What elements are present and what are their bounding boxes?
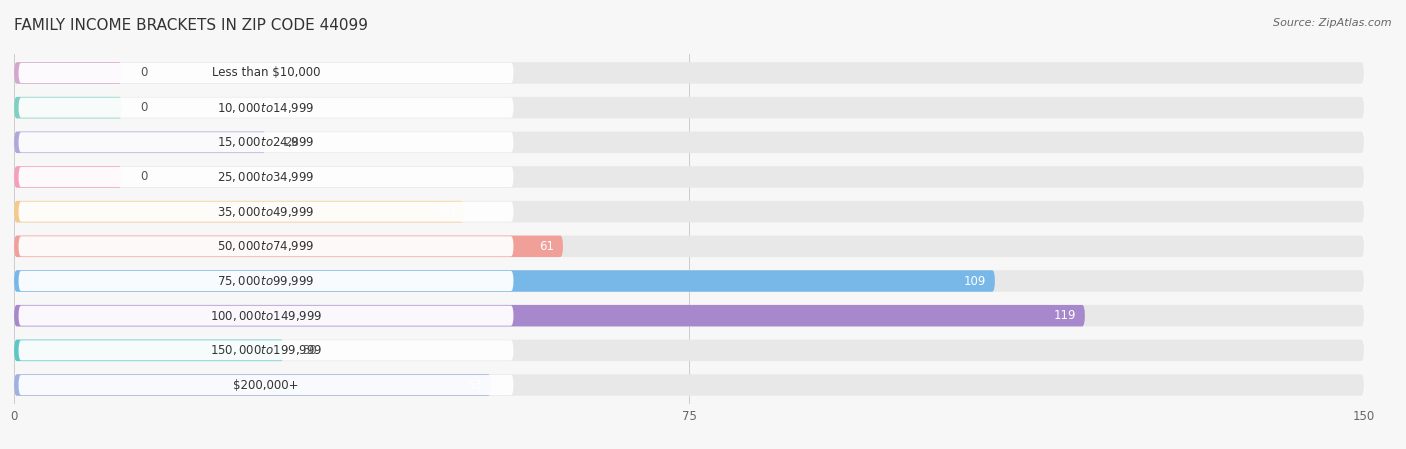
- FancyBboxPatch shape: [14, 62, 1364, 84]
- FancyBboxPatch shape: [18, 167, 513, 187]
- FancyBboxPatch shape: [14, 305, 1085, 326]
- Text: $200,000+: $200,000+: [233, 379, 298, 392]
- Text: FAMILY INCOME BRACKETS IN ZIP CODE 44099: FAMILY INCOME BRACKETS IN ZIP CODE 44099: [14, 18, 368, 33]
- Text: 0: 0: [141, 66, 148, 79]
- FancyBboxPatch shape: [14, 339, 1364, 361]
- FancyBboxPatch shape: [14, 305, 1364, 326]
- FancyBboxPatch shape: [18, 132, 513, 152]
- FancyBboxPatch shape: [14, 166, 122, 188]
- Text: $100,000 to $149,999: $100,000 to $149,999: [209, 308, 322, 323]
- Text: 30: 30: [302, 344, 316, 357]
- Text: Source: ZipAtlas.com: Source: ZipAtlas.com: [1274, 18, 1392, 28]
- FancyBboxPatch shape: [14, 270, 1364, 292]
- Text: $25,000 to $34,999: $25,000 to $34,999: [218, 170, 315, 184]
- Text: $35,000 to $49,999: $35,000 to $49,999: [218, 205, 315, 219]
- FancyBboxPatch shape: [14, 132, 1364, 153]
- FancyBboxPatch shape: [14, 236, 1364, 257]
- FancyBboxPatch shape: [18, 340, 513, 361]
- FancyBboxPatch shape: [18, 375, 513, 395]
- FancyBboxPatch shape: [18, 97, 513, 118]
- Text: 119: 119: [1053, 309, 1076, 322]
- FancyBboxPatch shape: [14, 236, 562, 257]
- FancyBboxPatch shape: [18, 271, 513, 291]
- Text: 109: 109: [963, 274, 986, 287]
- Text: 28: 28: [284, 136, 299, 149]
- Text: 50: 50: [440, 205, 456, 218]
- FancyBboxPatch shape: [18, 306, 513, 326]
- Text: 61: 61: [538, 240, 554, 253]
- FancyBboxPatch shape: [14, 374, 491, 396]
- FancyBboxPatch shape: [14, 97, 122, 119]
- FancyBboxPatch shape: [14, 62, 122, 84]
- Text: $10,000 to $14,999: $10,000 to $14,999: [218, 101, 315, 114]
- Text: $75,000 to $99,999: $75,000 to $99,999: [218, 274, 315, 288]
- FancyBboxPatch shape: [14, 132, 266, 153]
- FancyBboxPatch shape: [14, 201, 464, 222]
- Text: 0: 0: [141, 101, 148, 114]
- Text: 53: 53: [467, 379, 482, 392]
- FancyBboxPatch shape: [14, 166, 1364, 188]
- Text: $50,000 to $74,999: $50,000 to $74,999: [218, 239, 315, 253]
- FancyBboxPatch shape: [14, 201, 1364, 222]
- Text: $150,000 to $199,999: $150,000 to $199,999: [209, 343, 322, 357]
- FancyBboxPatch shape: [14, 97, 1364, 119]
- Text: 0: 0: [141, 171, 148, 184]
- Text: Less than $10,000: Less than $10,000: [212, 66, 321, 79]
- FancyBboxPatch shape: [18, 202, 513, 222]
- FancyBboxPatch shape: [18, 63, 513, 83]
- FancyBboxPatch shape: [18, 236, 513, 256]
- Text: $15,000 to $24,999: $15,000 to $24,999: [218, 135, 315, 150]
- FancyBboxPatch shape: [14, 270, 995, 292]
- FancyBboxPatch shape: [14, 339, 284, 361]
- FancyBboxPatch shape: [14, 374, 1364, 396]
